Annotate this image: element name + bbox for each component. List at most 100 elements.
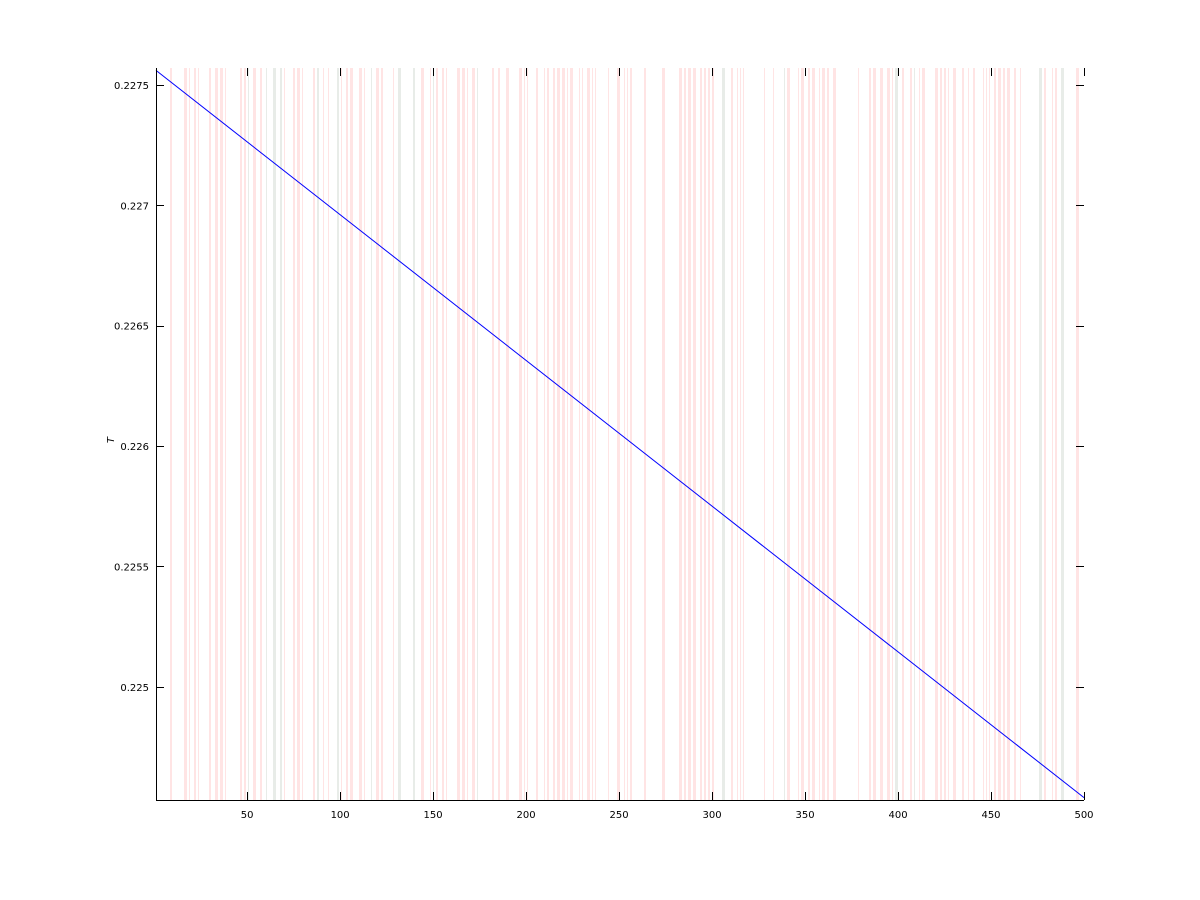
background-band — [567, 68, 568, 800]
background-band — [1044, 68, 1046, 800]
background-band — [284, 68, 285, 800]
background-band — [477, 68, 478, 800]
background-band — [822, 68, 825, 800]
background-band — [630, 68, 632, 800]
background-band — [273, 68, 276, 800]
background-band — [998, 68, 1001, 800]
y-tick-label: 0.226 — [120, 442, 149, 453]
background-band — [722, 68, 725, 800]
background-band — [940, 68, 942, 800]
background-band — [1007, 68, 1010, 800]
background-band — [220, 68, 223, 800]
background-band — [570, 68, 573, 800]
background-band — [798, 68, 799, 800]
background-band — [986, 68, 987, 800]
background-band — [902, 68, 904, 800]
background-band — [1076, 68, 1079, 800]
x-tick-label: 500 — [1074, 810, 1093, 821]
background-band — [708, 68, 710, 800]
background-band — [457, 68, 460, 800]
background-band — [968, 68, 969, 800]
background-band — [170, 68, 172, 800]
background-band — [492, 68, 494, 800]
background-band — [198, 68, 199, 800]
background-band — [731, 68, 733, 800]
background-band — [293, 68, 295, 800]
background-band — [869, 68, 871, 800]
background-band — [376, 68, 379, 800]
y-tick-label: 0.2275 — [114, 81, 149, 92]
background-band — [582, 68, 583, 800]
background-band — [527, 68, 528, 800]
background-band — [827, 68, 829, 800]
background-band — [421, 68, 424, 800]
background-band — [624, 68, 625, 800]
background-band — [627, 68, 628, 800]
background-band — [880, 68, 883, 800]
background-band — [544, 68, 545, 800]
background-band — [892, 68, 893, 800]
background-band — [740, 68, 741, 800]
background-band — [364, 68, 365, 800]
series-line — [155, 70, 1085, 798]
x-tick-label: 50 — [241, 810, 254, 821]
background-band — [467, 68, 468, 800]
background-band — [895, 68, 898, 800]
background-band — [225, 68, 226, 800]
background-band — [973, 68, 975, 800]
x-tick-label: 250 — [610, 810, 629, 821]
background-band — [1003, 68, 1005, 800]
background-band — [679, 68, 682, 800]
background-band — [919, 68, 920, 800]
background-band — [430, 68, 431, 800]
background-band — [266, 68, 267, 800]
background-band — [808, 68, 810, 800]
background-band — [260, 68, 262, 800]
background-band — [858, 68, 859, 800]
background-band — [592, 68, 593, 800]
background-band — [833, 68, 836, 800]
background-band — [446, 68, 447, 800]
background-band — [914, 68, 915, 800]
background-band — [873, 68, 876, 800]
background-band — [887, 68, 890, 800]
background-band — [341, 68, 342, 800]
background-band — [1061, 68, 1064, 800]
background-band — [536, 68, 538, 800]
background-band — [248, 68, 249, 800]
background-band — [712, 68, 714, 800]
background-band — [557, 68, 560, 800]
background-band — [442, 68, 444, 800]
background-band — [662, 68, 665, 800]
background-band — [587, 68, 590, 800]
background-band — [922, 68, 925, 800]
background-band — [215, 68, 218, 800]
background-band — [184, 68, 187, 800]
background-band — [1055, 68, 1057, 800]
background-band — [704, 68, 706, 800]
background-band — [472, 68, 475, 800]
background-band — [693, 68, 696, 800]
background-band — [644, 68, 646, 800]
background-band — [346, 68, 348, 800]
x-tick-label: 350 — [795, 810, 814, 821]
background-band — [302, 68, 303, 800]
background-band — [524, 68, 525, 800]
background-band — [743, 68, 744, 800]
background-band — [244, 68, 246, 800]
y-axis-label: T — [106, 436, 117, 443]
background-band — [398, 68, 401, 800]
background-band — [337, 68, 339, 800]
background-band — [413, 68, 415, 800]
y-tick-label: 0.227 — [120, 201, 149, 212]
background-band — [436, 68, 438, 800]
y-tick-label: 0.2265 — [114, 322, 149, 333]
background-band — [498, 68, 500, 800]
background-band — [547, 68, 549, 800]
background-band — [313, 68, 315, 800]
background-band — [1052, 68, 1053, 800]
background-band — [1014, 68, 1016, 800]
background-band — [910, 68, 912, 800]
axes — [156, 68, 1084, 801]
